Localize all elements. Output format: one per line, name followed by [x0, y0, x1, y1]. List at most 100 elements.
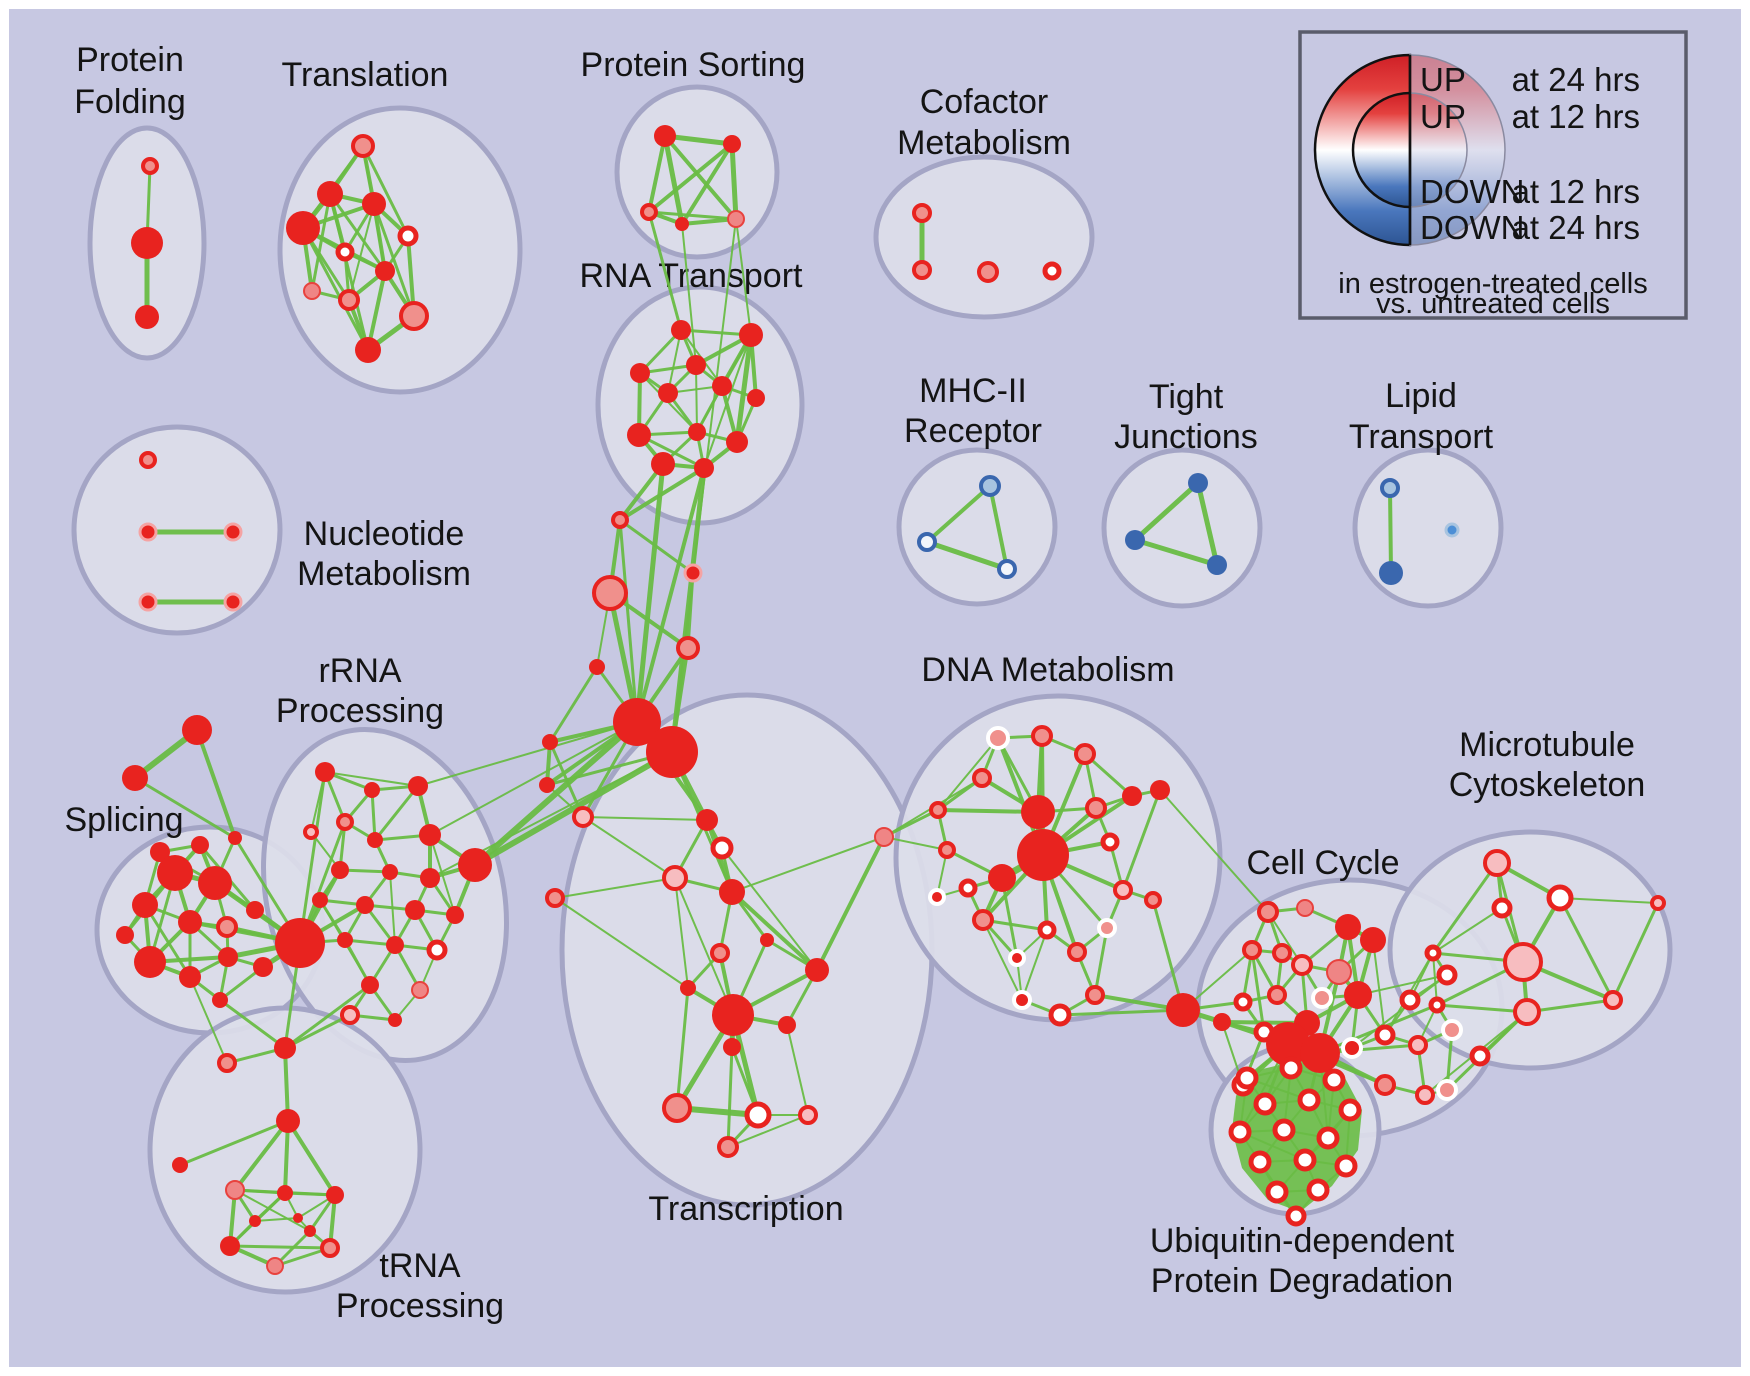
gene-node-r: [356, 896, 374, 914]
gene-node-r: [1213, 1013, 1231, 1031]
network-edge: [228, 1244, 332, 1250]
gene-node-r: [388, 1013, 402, 1027]
gene-node-r: [293, 1213, 303, 1223]
network-edge: [674, 877, 689, 989]
network-edge: [729, 141, 739, 222]
gene-node-rs: [912, 260, 932, 280]
legend-direction-3: DOWN: [1420, 209, 1524, 246]
gene-node-r: [135, 305, 159, 329]
gene-node-r: [116, 926, 134, 944]
legend-time-0: at 24 hrs: [1512, 61, 1640, 98]
gene-node-r: [150, 842, 170, 862]
network-edge: [667, 329, 682, 394]
gene-node-p: [411, 981, 429, 999]
gene-node-rs: [977, 261, 999, 283]
legend-caption: vs. untreated cells: [1376, 288, 1610, 320]
gene-node-rs: [1272, 943, 1292, 963]
network-edge: [361, 144, 410, 238]
network-edge: [634, 461, 666, 725]
cluster-ubiquitin-label: Protein Degradation: [1151, 1262, 1453, 1300]
gene-node-rs: [662, 1093, 692, 1123]
gene-node-r: [249, 1215, 261, 1227]
network-edge: [472, 749, 675, 868]
network-edge: [681, 223, 697, 366]
cluster-lipid-transport-label: Transport: [1349, 418, 1494, 456]
network-edge: [731, 836, 885, 893]
gene-node-r: [1021, 795, 1055, 829]
gene-node-ws: [1441, 1019, 1463, 1041]
network-edge: [726, 1045, 734, 1149]
cluster-microtubule-label: Cytoskeleton: [1449, 766, 1646, 804]
gene-node-r: [613, 698, 661, 746]
gene-node-r: [760, 933, 774, 947]
gene-node-rp: [340, 1005, 360, 1025]
cluster-protein-folding-label: Protein: [76, 41, 184, 79]
gene-node-rp: [1415, 1085, 1435, 1105]
network-edge: [925, 484, 992, 544]
gene-node-rw: [1279, 1056, 1303, 1080]
gene-node-rw: [426, 939, 448, 961]
network-edge: [554, 877, 676, 899]
gene-node-r: [122, 765, 148, 791]
network-edge: [417, 721, 638, 787]
gene-node-r: [134, 946, 166, 978]
network-edge: [1159, 789, 1269, 913]
gene-node-rw: [1322, 1068, 1346, 1092]
network-edge: [233, 1119, 290, 1192]
gene-node-r: [191, 836, 209, 854]
cluster-nucleotide-label: Nucleotide: [304, 515, 465, 553]
gene-node-r: [386, 936, 404, 954]
gene-node-pr: [683, 563, 703, 583]
gene-node-r: [1166, 993, 1200, 1027]
network-edge: [283, 1119, 290, 1195]
gene-node-r: [157, 855, 193, 891]
gene-node-p: [1326, 959, 1352, 985]
network-edge: [1058, 1008, 1185, 1017]
gene-node-rp: [1650, 895, 1666, 911]
cluster-trna-processing-label: tRNA: [379, 1247, 461, 1285]
legend-time-1: at 12 hrs: [1512, 98, 1640, 135]
network-edge: [1432, 907, 1503, 954]
gene-node-r: [326, 1186, 344, 1204]
network-edge: [1372, 939, 1386, 1036]
gene-node-r: [228, 831, 242, 845]
gene-node-r: [274, 1037, 296, 1059]
network-edge: [982, 919, 1023, 1001]
gene-node-rp: [1408, 1035, 1428, 1055]
gene-node-r: [408, 776, 428, 796]
network-edge: [815, 835, 886, 972]
gene-node-rs: [1267, 985, 1287, 1005]
legend-time-2: at 12 hrs: [1512, 173, 1640, 210]
cluster-tight-junctions-label: Junctions: [1114, 418, 1258, 456]
gene-node-rw: [1306, 1178, 1330, 1202]
gene-node-rw: [1293, 1148, 1317, 1172]
network-edge: [1431, 861, 1499, 955]
gene-node-rs: [710, 943, 730, 963]
gene-node-rs: [592, 575, 628, 611]
gene-node-rp: [572, 806, 594, 828]
gene-node-r: [589, 659, 605, 675]
gene-node-rw: [1436, 964, 1458, 986]
gene-node-r: [688, 423, 706, 441]
gene-node-rs: [1374, 1074, 1396, 1096]
network-edge: [298, 770, 327, 945]
gene-node-rp: [1603, 990, 1623, 1010]
gene-node-r: [367, 832, 383, 848]
gene-node-rw: [1334, 1154, 1358, 1178]
gene-node-r: [253, 957, 273, 977]
gene-node-r: [747, 389, 765, 407]
gene-node-r: [337, 932, 353, 948]
gene-node-rs: [972, 909, 994, 931]
gene-node-wr: [928, 888, 946, 906]
gene-node-rs: [611, 511, 629, 529]
gene-node-r: [317, 181, 343, 207]
gene-node-rw: [1316, 1126, 1340, 1150]
network-edge: [1432, 952, 1438, 1006]
gene-node-rw: [1297, 1088, 1321, 1112]
gene-node-rs: [338, 289, 360, 311]
gene-node-wr: [1008, 949, 1026, 967]
gene-node-rp: [662, 865, 688, 891]
cluster-lipid-transport-label: Lipid: [1385, 377, 1457, 415]
